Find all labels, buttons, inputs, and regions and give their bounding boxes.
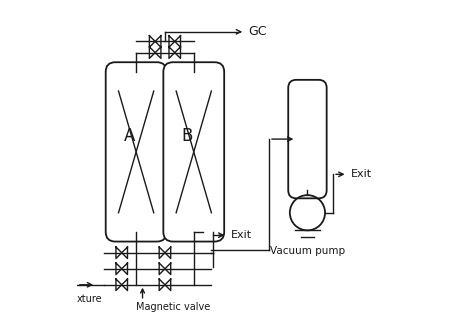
Text: B: B	[182, 127, 193, 145]
Text: Magnetic valve: Magnetic valve	[136, 302, 210, 312]
FancyBboxPatch shape	[288, 80, 327, 198]
Text: Exit: Exit	[230, 230, 252, 240]
Text: Vacuum pump: Vacuum pump	[270, 246, 345, 256]
Text: GC: GC	[248, 25, 267, 38]
Text: Exit: Exit	[351, 169, 372, 179]
Text: A: A	[124, 127, 136, 145]
FancyBboxPatch shape	[164, 62, 224, 242]
Text: xture: xture	[77, 294, 102, 304]
FancyBboxPatch shape	[106, 62, 166, 242]
